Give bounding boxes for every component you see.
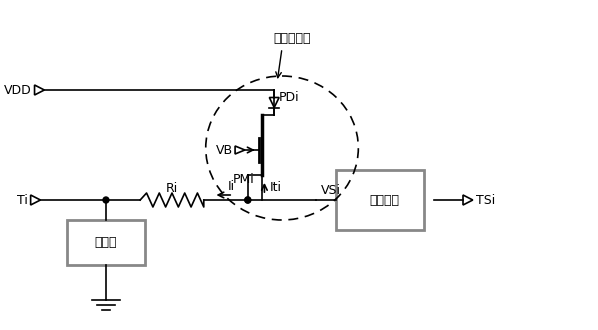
Text: TSi: TSi bbox=[476, 193, 495, 207]
Circle shape bbox=[103, 197, 109, 203]
Text: Ri: Ri bbox=[166, 182, 178, 194]
Text: Iti: Iti bbox=[269, 181, 281, 194]
Text: VSi: VSi bbox=[321, 183, 341, 196]
Text: 恒流源电路: 恒流源电路 bbox=[273, 31, 310, 45]
Circle shape bbox=[245, 197, 251, 203]
Text: Ti: Ti bbox=[17, 193, 28, 207]
Text: VDD: VDD bbox=[4, 83, 32, 96]
Circle shape bbox=[245, 197, 251, 203]
Text: 检测电路: 检测电路 bbox=[370, 193, 399, 207]
Text: PMi: PMi bbox=[233, 173, 255, 186]
Text: PDi: PDi bbox=[279, 91, 300, 104]
Text: 反燕丝: 反燕丝 bbox=[94, 236, 117, 249]
Text: Ii: Ii bbox=[228, 180, 235, 193]
Text: VB: VB bbox=[216, 144, 233, 156]
